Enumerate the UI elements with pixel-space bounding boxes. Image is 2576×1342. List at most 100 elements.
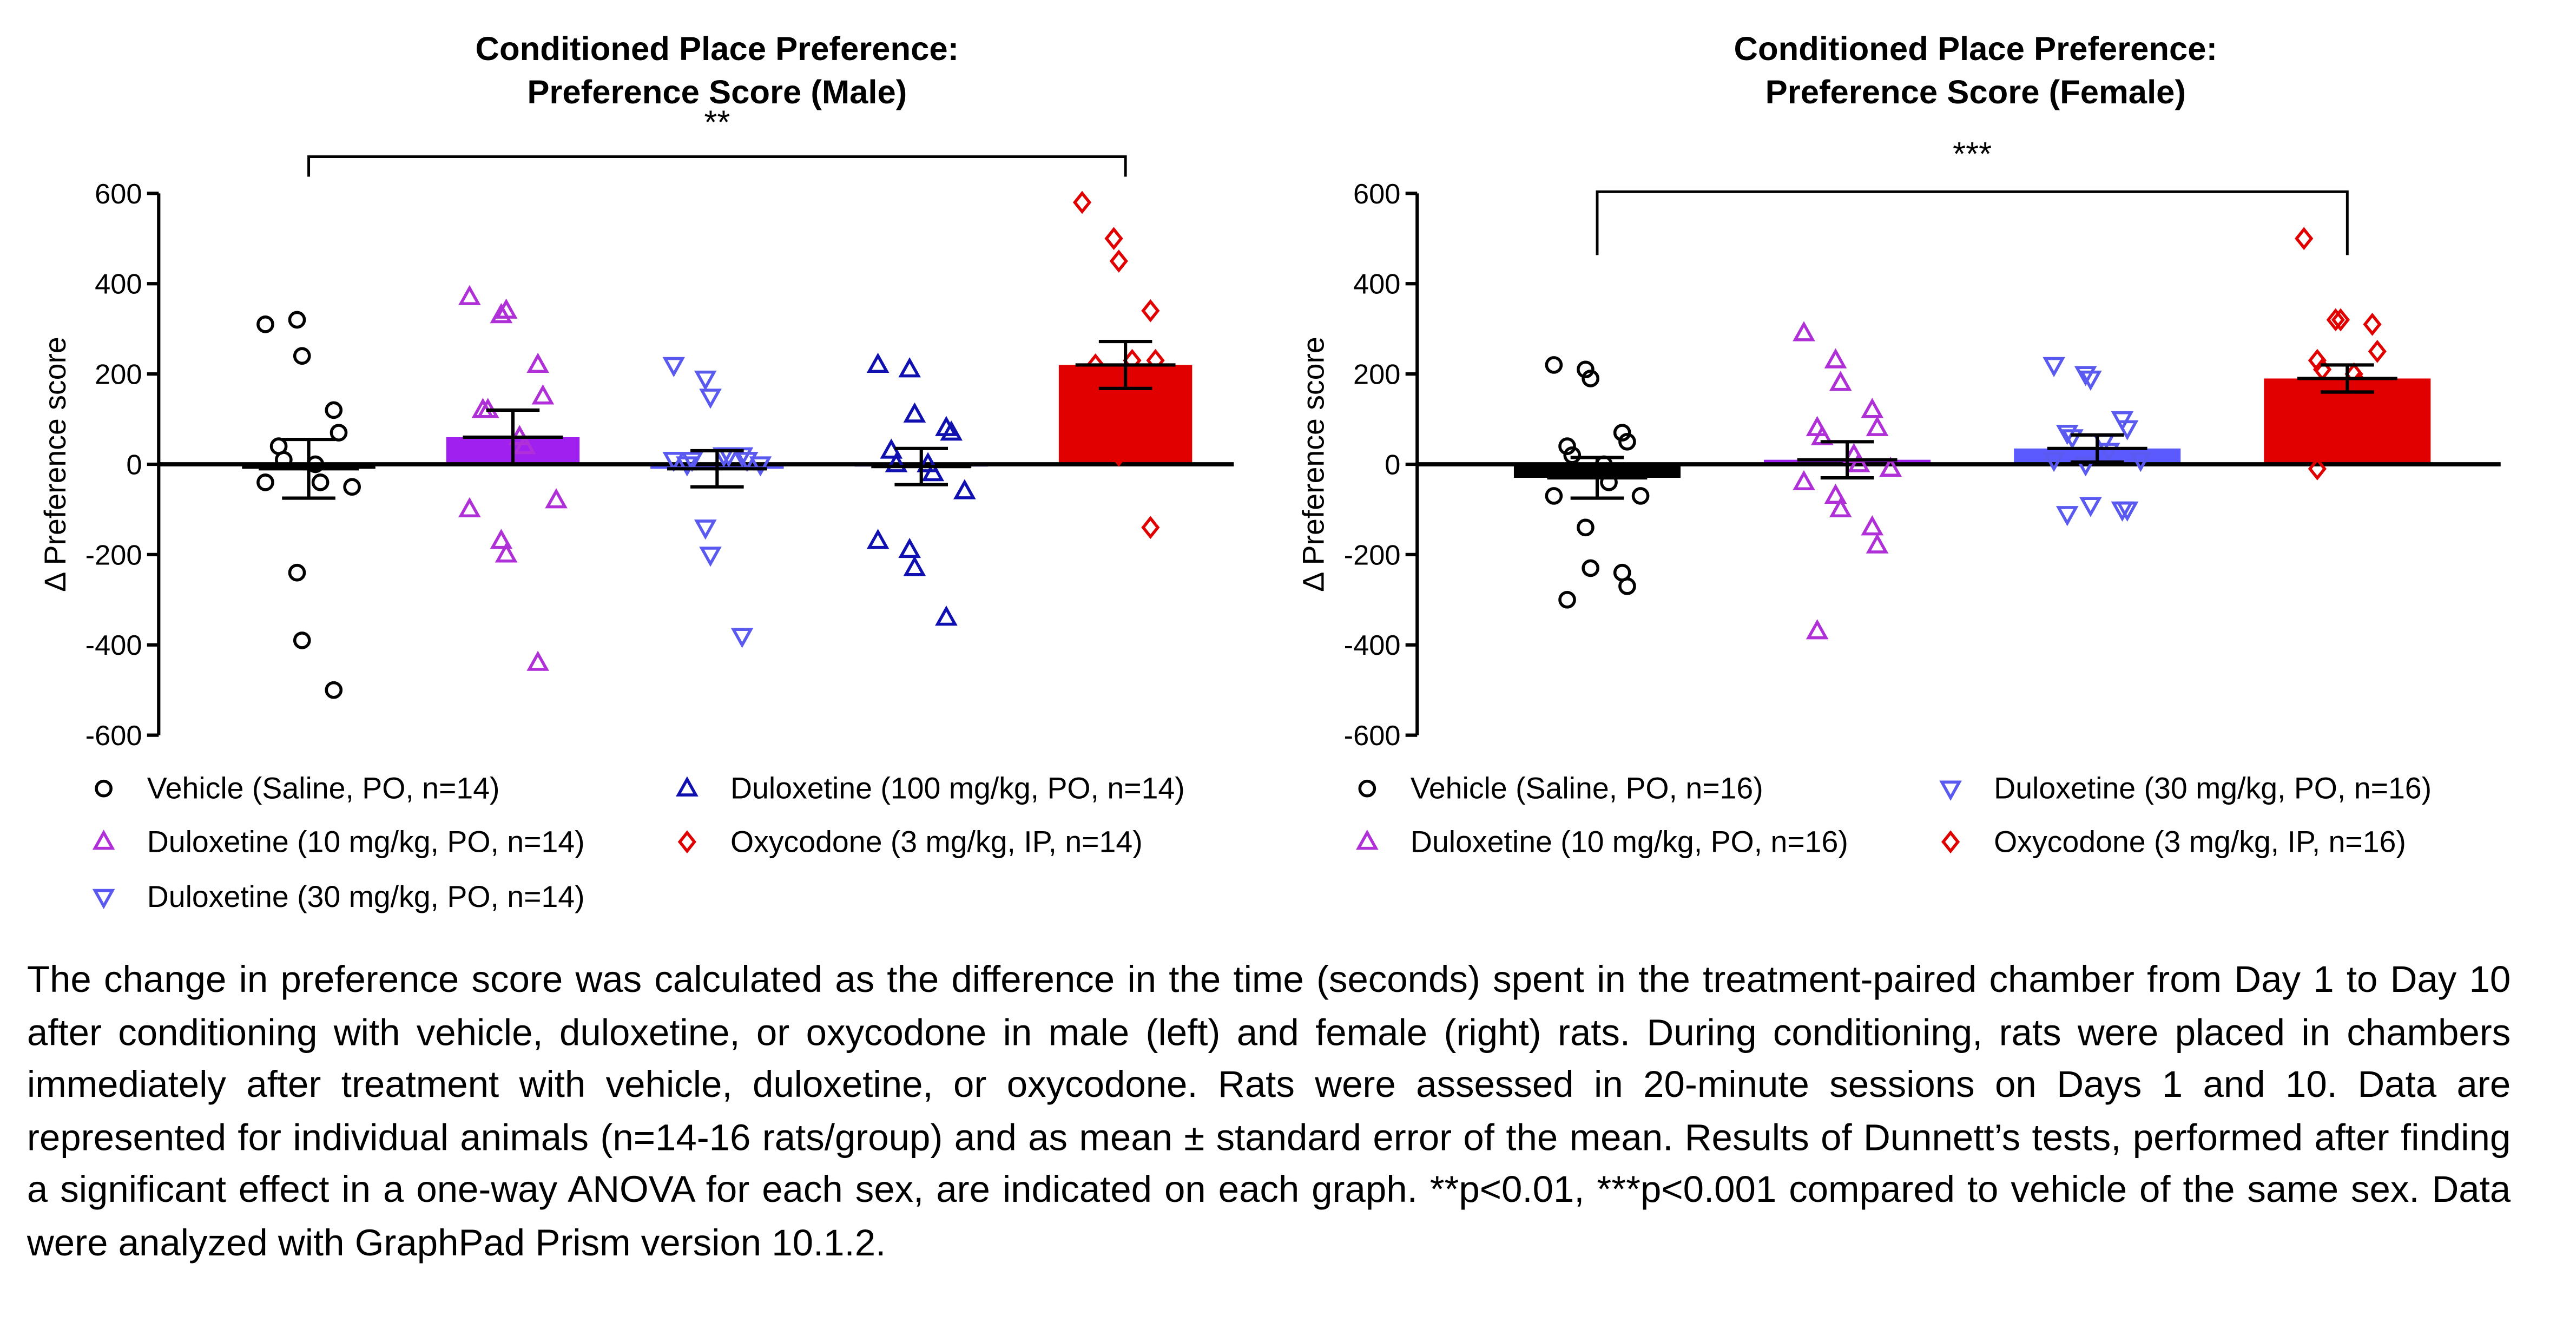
- y-tick-label: 400: [1353, 269, 1400, 300]
- marker: [2308, 348, 2327, 372]
- marker: [330, 424, 348, 442]
- marker: [1793, 470, 1815, 490]
- legend-label: Duloxetine (10 mg/kg, PO, n=14): [147, 825, 585, 858]
- marker: [458, 285, 481, 305]
- marker: [903, 402, 926, 423]
- legend-marker: [92, 830, 115, 850]
- marker: [1824, 348, 1847, 369]
- marker: [2055, 506, 2079, 527]
- y-tick-label: -200: [1344, 540, 1401, 571]
- y-axis-label: Δ Preference score: [1297, 337, 1330, 592]
- marker: [1618, 577, 1636, 595]
- marker: [325, 401, 343, 419]
- marker: [730, 447, 754, 468]
- marker: [1866, 533, 1889, 554]
- y-tick-label: -400: [85, 630, 142, 661]
- marker: [1545, 356, 1563, 374]
- marker: [1582, 559, 1599, 577]
- marker: [1104, 227, 1123, 251]
- legend-marker: [676, 776, 699, 797]
- error-bar: [1797, 440, 1898, 480]
- marker: [717, 447, 740, 468]
- y-tick-label: 600: [1353, 179, 1400, 210]
- marker: [898, 357, 921, 378]
- annotation: **: [704, 103, 730, 141]
- marker: [275, 451, 293, 469]
- legend-label: Oxycodone (3 mg/kg, IP, n=16): [1994, 825, 2406, 858]
- marker: [1824, 483, 1847, 504]
- error-bar: [1547, 456, 1648, 500]
- chart-title: Preference Score (Female): [1765, 74, 2186, 111]
- marker: [293, 347, 311, 365]
- marker: [699, 547, 722, 567]
- chart-title: Conditioned Place Preference:: [1734, 30, 2218, 68]
- marker: [898, 537, 921, 558]
- legend-marker: [677, 830, 696, 854]
- legend-label: Vehicle (Saline, PO, n=14): [147, 772, 500, 805]
- marker: [545, 488, 568, 509]
- marker: [2331, 308, 2350, 332]
- marker: [513, 433, 536, 455]
- marker: [1806, 619, 1829, 640]
- marker: [735, 452, 759, 472]
- marker: [1159, 407, 1178, 431]
- marker: [953, 479, 976, 499]
- marker: [1793, 321, 1815, 341]
- marker: [1545, 487, 1563, 505]
- marker: [2363, 312, 2382, 336]
- marker: [940, 420, 963, 441]
- legend-marker: [1941, 830, 1960, 854]
- marker: [2381, 389, 2400, 413]
- legend-label: Duloxetine (100 mg/kg, PO, n=14): [730, 772, 1185, 805]
- marker: [1829, 371, 1852, 391]
- y-tick-label: 0: [1385, 449, 1400, 481]
- marker: [2116, 420, 2139, 440]
- marker: [2129, 452, 2152, 472]
- marker: [1141, 516, 1160, 540]
- marker: [866, 529, 890, 549]
- marker: [526, 352, 549, 373]
- marker: [1563, 446, 1582, 464]
- marker: [1829, 497, 1852, 518]
- marker: [1879, 456, 1902, 477]
- y-axis-label: Δ Preference score: [38, 337, 72, 592]
- marker: [662, 452, 686, 472]
- y-tick-label: 600: [95, 179, 142, 210]
- marker: [1128, 362, 1147, 386]
- marker: [699, 389, 722, 409]
- marker: [311, 473, 330, 491]
- marker: [1847, 452, 1870, 472]
- marker: [1811, 425, 1834, 445]
- error-bar: [871, 446, 972, 486]
- marker: [2344, 362, 2363, 386]
- marker: [2295, 403, 2314, 426]
- marker: [526, 650, 549, 671]
- marker: [2043, 452, 2065, 472]
- error-bar: [463, 408, 563, 466]
- y-tick-label: -200: [85, 540, 142, 571]
- marker: [1091, 362, 1110, 386]
- marker: [2295, 227, 2314, 251]
- y-tick-label: -600: [85, 720, 142, 752]
- marker: [1086, 353, 1105, 377]
- marker: [2061, 429, 2084, 450]
- error-bar: [259, 438, 359, 500]
- marker: [458, 497, 481, 518]
- marker: [694, 370, 717, 391]
- marker: [1558, 437, 1576, 455]
- marker: [2074, 366, 2097, 386]
- marker: [921, 461, 945, 482]
- marker: [495, 298, 518, 319]
- marker: [1577, 518, 1595, 537]
- legend-marker: [92, 889, 115, 910]
- marker: [866, 352, 890, 373]
- legend-marker: [95, 779, 113, 798]
- marker: [1109, 443, 1128, 467]
- y-tick-label: -400: [1344, 630, 1401, 661]
- marker: [694, 519, 717, 540]
- marker: [495, 542, 518, 563]
- y-tick-label: 200: [1353, 359, 1400, 391]
- legend-marker: [1939, 780, 1962, 801]
- marker: [935, 606, 958, 626]
